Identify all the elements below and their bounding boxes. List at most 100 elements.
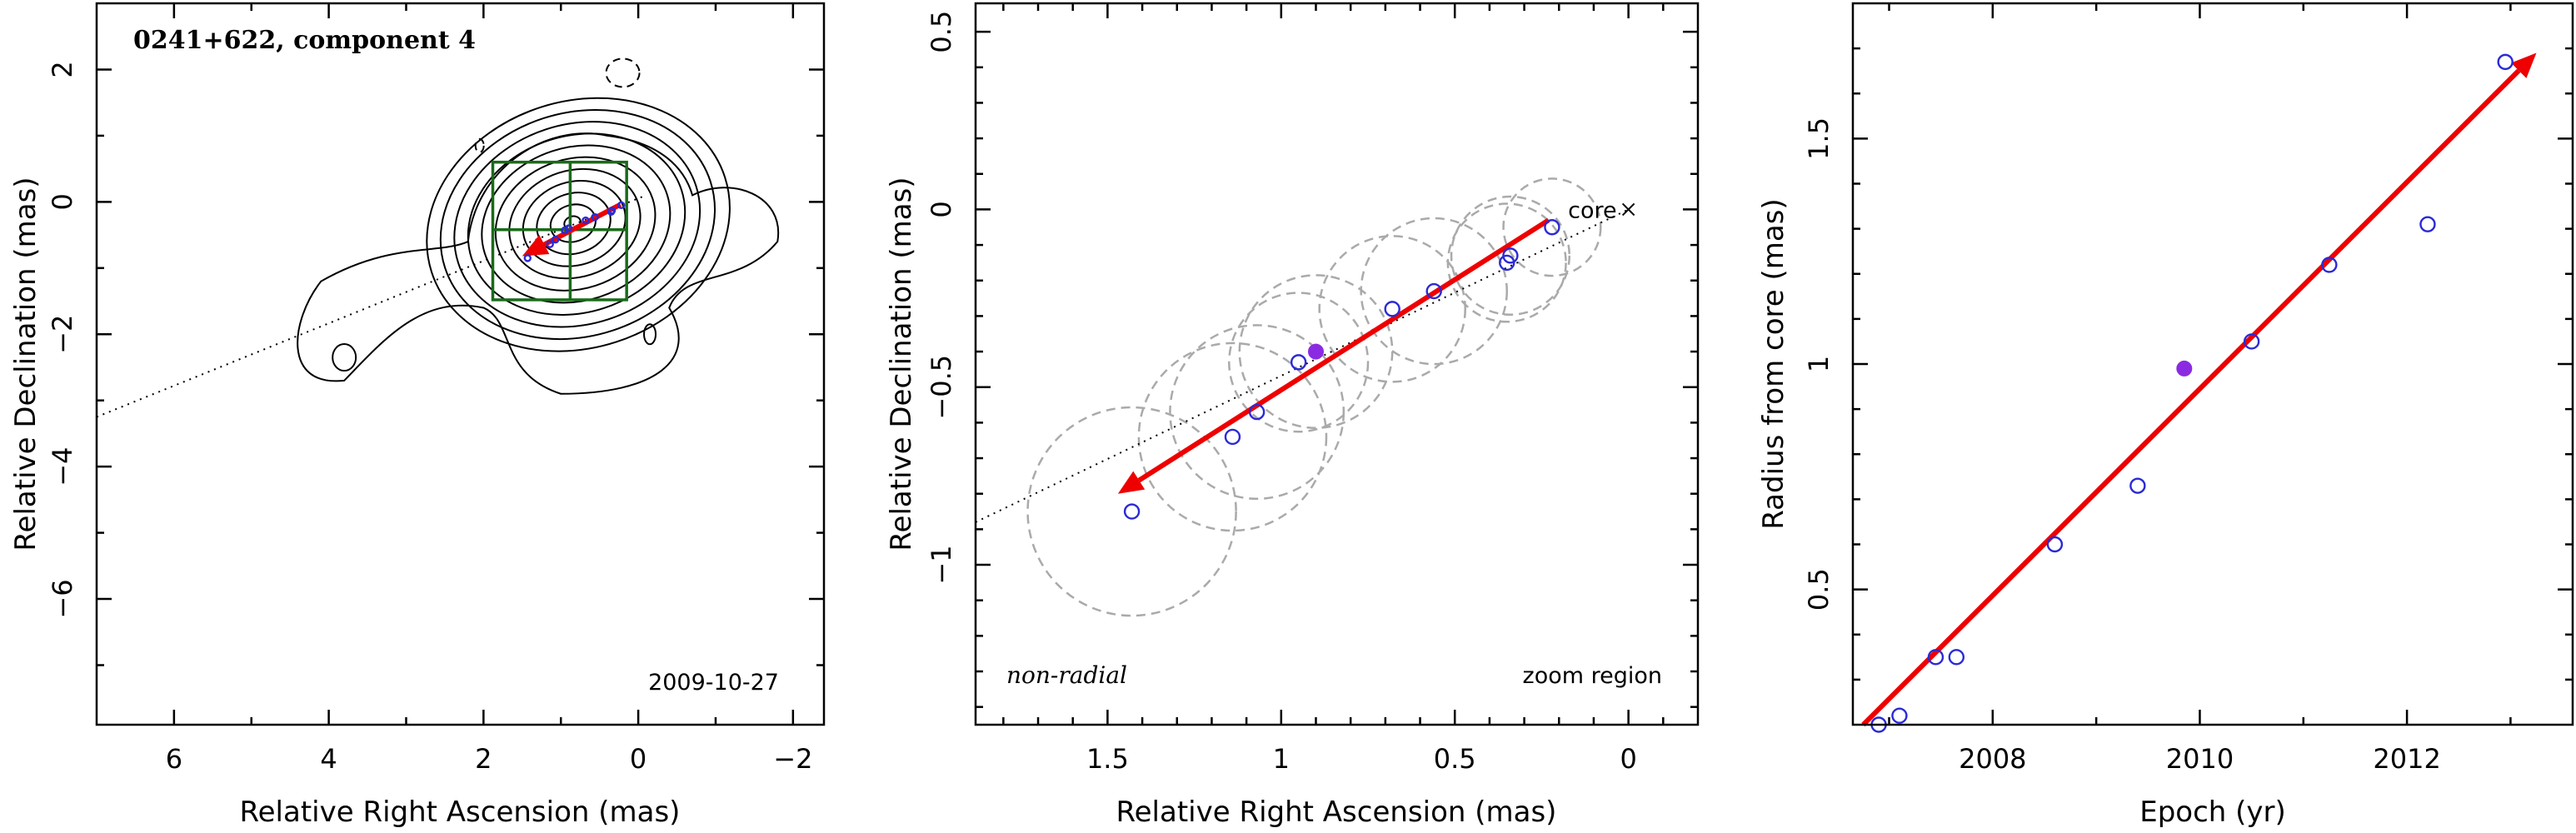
isolated-contour (332, 343, 357, 372)
y-tick-label: 0 (47, 193, 78, 210)
plot-title: 0241+622, component 4 (133, 26, 476, 55)
component-point (523, 254, 532, 262)
axis-ticks: 1.5 1 0.5 0 0.5 0 −0.5 −1 (926, 3, 1698, 775)
open-point (1502, 247, 1519, 264)
open-point (1927, 649, 1944, 666)
y-axis-label: Radius from core (mas) (1757, 198, 1790, 529)
y-axis-label: Relative Declination (mas) (885, 177, 918, 551)
open-point (2321, 257, 2338, 273)
trajectory (975, 208, 1630, 523)
fit-arrow-head (2511, 52, 2537, 78)
filled-point (2176, 360, 2193, 377)
contour-level (426, 97, 731, 352)
axis-ticks: 2008 2010 2012 0.5 1 1.5 (1803, 3, 2573, 775)
y-tick-label: 0 (926, 201, 957, 217)
open-point (1891, 707, 1908, 724)
contour-level (439, 108, 716, 341)
beam-circle (1318, 235, 1466, 383)
fit-arrow-shaft (1861, 68, 2521, 727)
component-overlay (491, 160, 628, 302)
y-axis-label: Relative Declination (mas) (9, 177, 42, 551)
x-tick-label: 1.5 (1086, 743, 1129, 775)
trajectory-line (975, 208, 1630, 523)
plot-frame (95, 2, 826, 726)
open-point (1290, 354, 1307, 371)
plot-frame (974, 2, 1700, 726)
isolated-contour (643, 323, 657, 346)
open-point (2129, 477, 2146, 494)
component-point (561, 226, 569, 235)
beam-circles (1026, 177, 1602, 617)
core-marker (1621, 202, 1635, 217)
open-point (1123, 503, 1141, 520)
contour-lines (96, 57, 780, 418)
x-tick-label: 4 (320, 743, 337, 775)
component-point (617, 201, 626, 210)
y-tick-label: −6 (47, 579, 78, 618)
open-point (1224, 428, 1241, 446)
x-tick-label: 0.5 (1434, 743, 1476, 775)
panel-radius-vs-epoch: 2008 2010 2012 0.5 1 1.5 Epoch (yr) Radius fr… (1757, 2, 2574, 829)
x-tick-label: 0 (630, 743, 646, 775)
beam-circle (1450, 195, 1571, 316)
beam-circle (1169, 324, 1345, 501)
x-tick-label: 2 (475, 743, 492, 775)
y-tick-label: −2 (47, 315, 78, 354)
component-points (1123, 202, 1635, 520)
open-point (1425, 282, 1442, 300)
contour-level (508, 167, 642, 280)
component-point (591, 212, 599, 222)
beam-circle (1360, 217, 1508, 366)
open-point (1248, 403, 1266, 421)
radius-points (1870, 53, 2514, 733)
beam-circle (1228, 292, 1370, 433)
panel-zoom-trajectory: 1.5 1 0.5 0 0.5 0 −0.5 −1 core non-radial zoom … (885, 2, 1700, 829)
x-tick-label: 2012 (2373, 743, 2440, 775)
panel-contour-map: 6 4 2 0 −2 2 0 −2 −4 −6 0241+622, component 4 200… (9, 2, 826, 829)
y-tick-label: 1.5 (1803, 117, 1835, 160)
open-point (2243, 333, 2260, 350)
contour-level (522, 180, 627, 267)
y-tick-label: 1 (1803, 356, 1835, 372)
component-point (582, 216, 590, 225)
open-point (1544, 219, 1560, 236)
fit-arrow (1861, 52, 2537, 727)
motion-arrow-head (522, 235, 550, 257)
motion-type-label: non-radial (1006, 661, 1127, 689)
contour-level (481, 144, 671, 304)
open-point (1948, 649, 1965, 666)
component-point (607, 206, 617, 215)
x-tick-label: −2 (773, 743, 812, 775)
zoom-region-label: zoom region (1523, 663, 1662, 689)
component-point (546, 240, 554, 248)
x-tick-label: 0 (1620, 743, 1636, 775)
beam-circle (1137, 342, 1328, 532)
motion-arrow-shaft (1137, 217, 1550, 483)
x-tick-label: 1 (1273, 743, 1290, 775)
x-tick-label: 2010 (2166, 743, 2234, 775)
filled-point (1307, 343, 1324, 360)
x-axis-label: Relative Right Ascension (mas) (1116, 796, 1557, 829)
y-tick-label: −4 (47, 447, 78, 486)
plot-frame (1851, 2, 2574, 726)
y-tick-label: 0.5 (926, 11, 957, 53)
y-tick-label: 0.5 (1803, 568, 1835, 611)
open-point (1384, 301, 1400, 317)
y-tick-label: 2 (47, 61, 78, 77)
beam-circle (1502, 177, 1602, 277)
x-tick-label: 2008 (1959, 743, 2026, 775)
negative-contour (605, 57, 641, 88)
y-tick-label: −1 (926, 545, 957, 584)
y-tick-label: −0.5 (926, 355, 957, 420)
negative-contour (474, 137, 485, 153)
open-point (2497, 53, 2514, 71)
trajectory-line (96, 194, 646, 418)
epoch-date-label: 2009-10-27 (648, 670, 779, 696)
component-point (552, 235, 560, 244)
x-axis-label: Relative Right Ascension (mas) (240, 796, 681, 829)
x-axis-label: Epoch (yr) (2139, 796, 2286, 829)
open-point (2419, 216, 2436, 232)
open-point (2046, 536, 2064, 553)
core-label: core (1568, 197, 1616, 223)
